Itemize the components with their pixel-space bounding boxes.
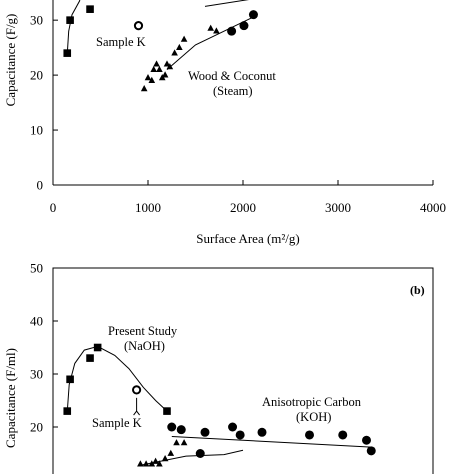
panel-a-circle-point bbox=[239, 21, 249, 31]
panel-b-circle-point bbox=[338, 430, 348, 440]
panel-a-triangle-point bbox=[150, 65, 157, 73]
panel-a-xlabel: Surface Area (m²/g) bbox=[196, 231, 300, 246]
panel-b-circle-point bbox=[228, 422, 238, 432]
panel-b-circle-point bbox=[200, 427, 210, 437]
panel-b-circle-point bbox=[362, 435, 371, 445]
panel-b-triangle-point bbox=[167, 449, 175, 456]
panel-b-circle-point bbox=[305, 430, 314, 440]
panel-a-triangle-point bbox=[153, 60, 160, 67]
panel-b-circle-point bbox=[195, 449, 205, 458]
annotation-steam-a: (Steam) bbox=[213, 84, 253, 98]
panel-a-triangle-point bbox=[148, 76, 156, 84]
panel-a: 0 10 20 30 0 1000 2000 3000 4000 Capacitance (F/… bbox=[3, 0, 446, 246]
panel-b-ytick-label: 50 bbox=[30, 261, 43, 276]
panel-a-triangle-point bbox=[144, 74, 152, 81]
panel-b-square-point bbox=[66, 375, 74, 384]
panel-a-ytick-label: 20 bbox=[30, 68, 43, 83]
annotation-koh: (KOH) bbox=[296, 410, 331, 424]
panel-b-square-point bbox=[86, 354, 94, 362]
panel-a-triangle-point bbox=[213, 27, 220, 34]
annotation-sample-k-a: Sample K bbox=[96, 35, 146, 49]
panel-a-markers bbox=[63, 5, 258, 92]
annotation-naoh: (NaOH) bbox=[124, 339, 165, 353]
panel-b: 50 40 30 20 (b) Capacitance (F/ml) Present … bbox=[3, 261, 434, 474]
panel-a-upper-trend-line bbox=[204, 0, 250, 7]
panel-a-xtick-label: 0 bbox=[50, 200, 57, 215]
panel-a-circle-trend-line bbox=[166, 16, 253, 70]
panel-b-open-circle-point bbox=[132, 385, 142, 395]
annotation-present-study: Present Study bbox=[108, 324, 178, 338]
panel-a-ytick-label: 0 bbox=[37, 178, 44, 193]
panel-b-square-point bbox=[163, 407, 171, 415]
panel-b-ytick-label: 30 bbox=[30, 367, 43, 382]
panel-a-ylabel: Capacitance (F/g) bbox=[3, 14, 18, 107]
panel-a-square-point bbox=[63, 49, 72, 57]
panel-a-ytick-label: 30 bbox=[30, 13, 43, 28]
panel-a-xtick-label: 3000 bbox=[325, 200, 351, 215]
panel-a-xtick-label: 1000 bbox=[135, 200, 161, 215]
panel-a-circle-point bbox=[248, 10, 258, 20]
panel-b-triangle-point bbox=[173, 439, 180, 446]
panel-a-triangle-point bbox=[166, 63, 174, 70]
panel-b-triangle-point bbox=[152, 457, 159, 464]
panel-a-trend-lines bbox=[66, 0, 253, 70]
panel-b-circle-point bbox=[235, 430, 245, 440]
panel-a-triangle-point bbox=[207, 24, 214, 31]
panel-b-square-trend-line bbox=[66, 345, 168, 412]
annotation-wood-coconut-a: Wood & Coconut bbox=[188, 69, 276, 83]
panel-a-ytick-label: 10 bbox=[30, 123, 43, 138]
panel-b-frame bbox=[52, 267, 434, 474]
panel-a-triangle-point bbox=[180, 35, 188, 42]
annotation-sample-k-b: Sample K bbox=[92, 416, 142, 430]
panel-b-circle-point bbox=[366, 446, 376, 456]
panel-a-triangle-point bbox=[140, 85, 148, 92]
panel-a-open-circle-point bbox=[133, 21, 144, 31]
panel-a-square-trend-line bbox=[66, 0, 81, 54]
panel-a-triangle-point bbox=[171, 49, 178, 56]
annotation-anisotropic-carbon: Anisotropic Carbon bbox=[262, 395, 362, 409]
panel-b-triangle-point bbox=[137, 460, 144, 467]
panel-a-triangle-point bbox=[161, 71, 169, 78]
panel-b-tag: (b) bbox=[410, 283, 425, 297]
panel-b-square-point bbox=[93, 343, 102, 352]
panel-a-ticks: 0 10 20 30 0 1000 2000 3000 4000 bbox=[30, 13, 446, 215]
panel-b-circle-trend-line bbox=[171, 436, 372, 448]
panel-b-triangle-point bbox=[156, 460, 163, 467]
panel-a-square-point bbox=[66, 16, 74, 24]
panel-b-triangle-point bbox=[142, 460, 150, 467]
panel-b-square-point bbox=[63, 407, 72, 415]
panel-b-triangle-point bbox=[180, 439, 188, 446]
panel-b-sample-k-arrowhead bbox=[133, 410, 140, 416]
panel-a-triangle-point bbox=[176, 43, 183, 51]
panel-b-ticks: 50 40 30 20 bbox=[30, 261, 58, 435]
panel-a-square-point bbox=[86, 5, 94, 13]
panel-a-xtick-label: 4000 bbox=[420, 200, 446, 215]
panel-b-triangle-point bbox=[148, 460, 156, 467]
panel-b-ytick-label: 40 bbox=[30, 314, 43, 329]
panel-a-circle-point bbox=[227, 26, 237, 36]
panel-b-circle-point bbox=[167, 422, 177, 432]
panel-a-triangle-point bbox=[163, 60, 171, 67]
panel-b-circle-point bbox=[257, 427, 267, 437]
panel-b-circle-point bbox=[176, 425, 186, 435]
panel-b-markers bbox=[63, 343, 376, 467]
panel-a-xtick-label: 2000 bbox=[230, 200, 256, 215]
panel-b-ytick-label: 20 bbox=[30, 420, 43, 435]
panel-b-triangle-point bbox=[161, 455, 169, 462]
panel-b-ylabel: Capacitance (F/ml) bbox=[3, 348, 18, 448]
panel-a-triangle-point bbox=[156, 65, 163, 73]
